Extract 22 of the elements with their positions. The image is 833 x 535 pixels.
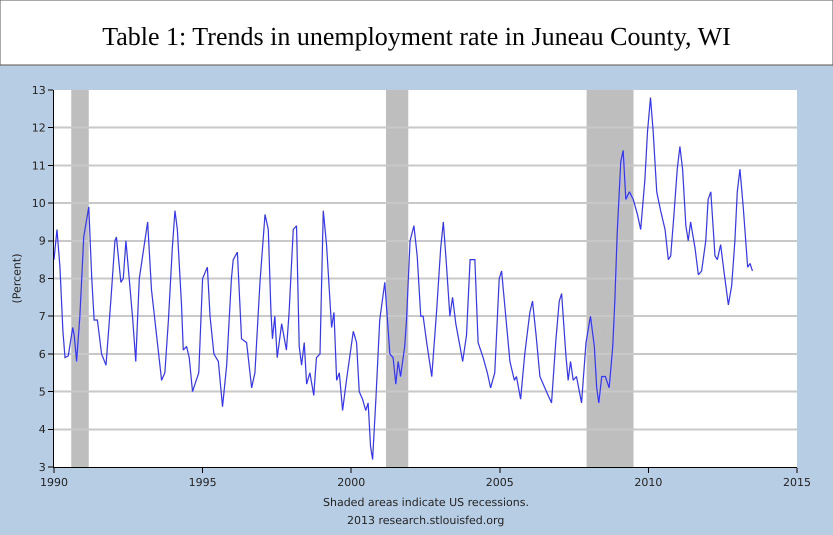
text: Shaded areas indicate US recessions. [323,496,529,509]
x-tick-label: 1995 [188,476,217,490]
y-tick-label: 11 [32,159,46,172]
x-tick-label: 2005 [486,476,514,490]
y-tick-label: 7 [38,310,46,324]
x-tick-label: 2010 [634,476,662,490]
x-tick-label: 2000 [337,476,366,490]
chart-title: Table 1: Trends in unemployment rate in Juneau County, WI [102,22,731,52]
y-tick-label: 8 [38,272,46,286]
y-tick-label: 5 [38,385,46,398]
y-tick-label: 13 [32,84,46,97]
y-tick-label: 3 [38,460,46,474]
x-tick-label: 1990 [40,476,68,490]
y-tick-label: 4 [38,423,46,436]
y-tick-label: 9 [38,234,46,248]
line-series [54,96,754,460]
y-tick-label: 10 [32,196,46,210]
y-tick-label: 6 [38,348,46,361]
y-tick-label: 12 [32,122,46,135]
x-tick-label: 2015 [783,476,811,490]
y-axis-title: (Percent) [10,254,24,304]
text: 2013 research.stlouisfed.org [347,514,504,527]
